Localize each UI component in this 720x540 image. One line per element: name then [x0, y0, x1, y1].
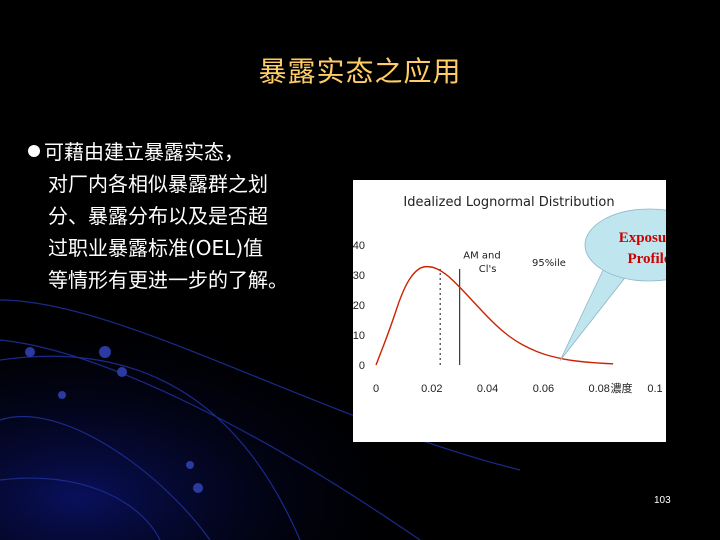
x-tick-label: 0.02	[421, 383, 442, 395]
bullet-line: 分、暴露分布以及是否超	[48, 204, 268, 228]
decorative-dots	[25, 346, 203, 493]
bullet-line: 等情形有更进一步的了解。	[48, 268, 288, 292]
bullet-line: 对厂内各相似暴露群之划	[48, 172, 268, 196]
chart-panel: Idealized Lognormal Distribution 0 10 20 30 4…	[353, 180, 714, 442]
distribution-curve	[375, 265, 614, 366]
bullet-line-text: 可藉由建立暴露实态，	[44, 140, 244, 164]
x-tick-label: 0.1	[647, 383, 662, 395]
chart-annotation: AM and	[463, 251, 500, 262]
bullet-line: 过职业暴露标准(OEL)值	[48, 236, 264, 260]
page-number: 103	[654, 495, 671, 506]
bullet-line: 可藉由建立暴露实态，	[28, 136, 358, 168]
callout-pointer	[559, 265, 632, 361]
chart-title: Idealized Lognormal Distribution	[403, 195, 614, 210]
callout-text: Profile	[627, 251, 666, 267]
x-tick-label: 0.06	[533, 383, 554, 395]
y-tick-label: 20	[353, 300, 365, 312]
chart-annotation: Cl's	[479, 264, 497, 275]
lognormal-chart: Idealized Lognormal Distribution 0 10 20 30 4…	[353, 195, 714, 395]
y-tick-label: 30	[353, 270, 365, 282]
slide-title: 暴露实态之应用	[258, 55, 462, 88]
y-tick-label: 40	[353, 240, 365, 252]
x-tick-label: 0	[373, 383, 379, 395]
x-tick-label: 0.04	[477, 383, 498, 395]
decorative-lines	[0, 299, 521, 540]
callout-text: Exposure	[619, 230, 666, 246]
x-tick-label: 0.08	[588, 383, 609, 395]
y-tick-label: 0	[359, 360, 365, 372]
y-tick-label: 10	[353, 330, 365, 342]
bullet-text: 可藉由建立暴露实态， 对厂内各相似暴露群之划 分、暴露分布以及是否超 过职业暴露…	[28, 136, 358, 296]
bullet-dot-icon	[28, 145, 40, 157]
chart-annotation: 95%ile	[532, 258, 566, 269]
x-axis-label: 濃度	[611, 381, 633, 395]
